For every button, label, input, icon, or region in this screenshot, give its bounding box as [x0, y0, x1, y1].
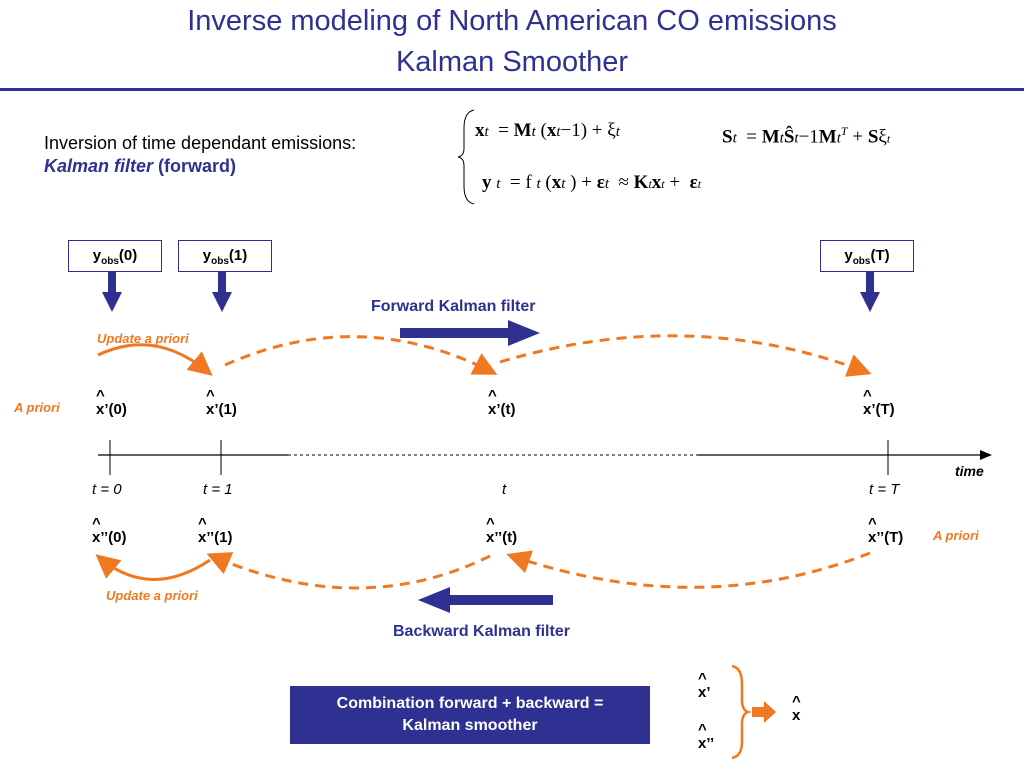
- tick-label-T: t = T: [869, 481, 900, 498]
- backward-state-T: ^ x’’(T): [868, 515, 904, 546]
- obs-index: (0): [118, 247, 138, 264]
- combination-arrow: [752, 701, 776, 723]
- forward-dashed-arc-1: [224, 335, 498, 375]
- title-line-1: Inverse modeling of North American CO em…: [187, 5, 837, 37]
- update-apriori-top-arc: [97, 343, 213, 376]
- time-label: time: [955, 463, 984, 479]
- combination-line-2: Kalman smoother: [402, 717, 538, 734]
- obs-box-0: yobs(0): [68, 240, 162, 272]
- hat-icon: ^: [698, 721, 707, 738]
- apriori-right-label: A priori: [933, 528, 979, 543]
- combo-x-result: ^ x: [792, 693, 801, 724]
- hat-icon: ^: [92, 515, 101, 532]
- backward-state-1: ^ x’’(1): [198, 515, 233, 546]
- hat-icon: ^: [863, 387, 872, 404]
- backward-state-t: ^ x’’(t): [486, 515, 518, 546]
- obs-index: (T): [870, 247, 890, 264]
- hat-icon: ^: [792, 693, 801, 710]
- state-label: x’’(0): [92, 529, 127, 546]
- combo-x-double-prime: ^ x’’: [698, 721, 715, 752]
- forward-state-1: ^ x’(1): [206, 387, 237, 418]
- backward-filter-label: Backward Kalman filter: [393, 623, 570, 640]
- combination-brace: [731, 664, 752, 760]
- forward-dashed-arc-2: [499, 334, 872, 377]
- state-label: x’(0): [96, 401, 127, 418]
- obs-y: y: [844, 247, 853, 264]
- obs-box-1: yobs(1): [178, 240, 272, 272]
- state-equation: xt = Mt (xt−1) + ξt: [475, 120, 620, 141]
- hat-icon: ^: [486, 515, 495, 532]
- update-apriori-bottom-arc: [95, 554, 211, 581]
- apriori-left-label: A priori: [14, 400, 60, 415]
- obs-sub: obs: [852, 256, 871, 267]
- state-label: x: [792, 707, 801, 724]
- state-label: x’’(1): [198, 529, 233, 546]
- state-label: x’’(t): [486, 529, 518, 546]
- obs-y: y: [202, 247, 212, 264]
- combination-box: Combination forward + backward = Kalman …: [290, 686, 650, 744]
- state-label: x’’: [698, 735, 715, 752]
- forward-state-0: ^ x’(0): [96, 387, 127, 418]
- state-label: x’: [698, 684, 711, 701]
- backward-dashed-arc-2: [206, 552, 491, 590]
- equation-brace: [458, 109, 475, 205]
- obs-index: (1): [228, 247, 248, 264]
- tick-label-1: t = 1: [203, 481, 233, 498]
- forward-label: (forward): [158, 156, 237, 176]
- hat-icon: ^: [96, 387, 105, 404]
- tick-label-0: t = 0: [92, 481, 122, 498]
- obs-down-arrow-T: [860, 272, 880, 312]
- time-axis-arrowhead: [980, 450, 992, 460]
- obs-y: y: [92, 247, 102, 264]
- forward-filter-label: Forward Kalman filter: [371, 298, 536, 315]
- tick-label-t: t: [502, 481, 507, 498]
- state-label: x’(1): [206, 401, 237, 418]
- combo-x-prime: ^ x’: [698, 670, 711, 701]
- observation-equation: y t = f t (xt ) + εt ≈ Ktxt + εt: [482, 172, 702, 193]
- backward-dashed-arc-1: [506, 550, 871, 589]
- obs-down-arrow-1: [212, 272, 232, 312]
- state-label: x’(t): [488, 401, 516, 418]
- forward-state-T: ^ x’(T): [863, 387, 895, 418]
- hat-icon: ^: [488, 387, 497, 404]
- intro-line: Inversion of time dependant emissions:: [44, 133, 357, 153]
- state-label: x’’(T): [868, 529, 904, 546]
- combination-line-1: Combination forward + backward =: [336, 695, 604, 712]
- obs-sub: obs: [101, 256, 119, 267]
- covariance-equation: St = MtŜt−1MtT + Sξt: [722, 124, 891, 148]
- obs-sub: obs: [211, 256, 229, 267]
- backward-big-arrow: [418, 587, 553, 613]
- title-rule: [0, 88, 1024, 91]
- title-line-2: Kalman Smoother: [395, 46, 629, 78]
- obs-box-T: yobs(T): [820, 240, 914, 272]
- update-apriori-bottom-label: Update a priori: [106, 588, 198, 603]
- hat-icon: ^: [698, 670, 707, 687]
- forward-state-t: ^ x’(t): [488, 387, 516, 418]
- hat-icon: ^: [198, 515, 207, 532]
- forward-big-arrow: [400, 320, 540, 346]
- intro-kalman-line: Kalman filter (forward): [44, 155, 356, 178]
- obs-down-arrow-0: [102, 272, 122, 312]
- update-apriori-top-label: Update a priori: [97, 331, 189, 346]
- hat-icon: ^: [206, 387, 215, 404]
- hat-icon: ^: [868, 515, 877, 532]
- kalman-filter-label: Kalman filter: [44, 156, 154, 176]
- intro-text: Inversion of time dependant emissions: K…: [44, 132, 356, 178]
- state-label: x’(T): [863, 401, 895, 418]
- backward-state-0: ^ x’’(0): [92, 515, 127, 546]
